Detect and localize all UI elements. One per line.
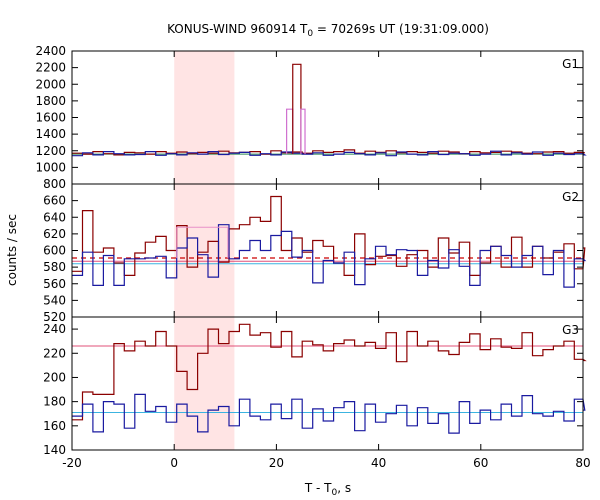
panel-g3: 140 160 180 200 220 240 G3: [43, 316, 587, 457]
chart-title-sub: 0: [307, 29, 313, 39]
panel-label: G3: [562, 323, 579, 337]
x-tick-label: 20: [269, 456, 284, 470]
panel-g1: 800 1000 1200 1400 1600 1800 2000 2200 2400 G1: [35, 44, 587, 191]
series-upper-line: [72, 149, 585, 156]
y-tick-label: 140: [43, 443, 66, 457]
y-tick-label: 580: [43, 260, 66, 274]
y-tick-label: 540: [43, 293, 66, 307]
y-tick-label: 1400: [35, 127, 66, 141]
highlight-band: [174, 317, 235, 450]
y-tick-label: 220: [43, 346, 66, 360]
y-tick-label: 200: [43, 370, 66, 384]
y-tick-label: 520: [43, 310, 66, 324]
y-tick-label: 240: [43, 322, 66, 336]
x-tick-label: 60: [473, 456, 488, 470]
y-tick-label: 2400: [35, 44, 66, 58]
highlight-band: [174, 51, 235, 184]
x-axis-label-suffix: , s: [337, 481, 351, 495]
chart-title-suffix: = 70269s UT (19:31:09.000): [313, 22, 489, 36]
x-tick-label: 40: [371, 456, 386, 470]
y-tick-label: 620: [43, 227, 66, 241]
burst-box: [176, 226, 229, 258]
burst-bin: [300, 108, 306, 155]
y-tick-label: 660: [43, 194, 66, 208]
y-tick-label: 2000: [35, 77, 66, 91]
y-tick-label: 1200: [35, 144, 66, 158]
y-tick-label: 180: [43, 395, 66, 409]
y-tick-label: 1000: [35, 160, 66, 174]
series-lower-line: [72, 150, 587, 157]
panel-frame: [71, 316, 584, 451]
y-tick-label: 600: [43, 244, 66, 258]
series-lower-line: [72, 393, 586, 434]
burst-bin: [292, 63, 302, 155]
panel-g2: 520 540 560 580 600 620 640 660 G2: [43, 183, 587, 324]
y-tick-label: 1800: [35, 94, 66, 108]
x-axis-label-prefix: T - T: [304, 481, 332, 495]
x-tick-label: 0: [170, 456, 178, 470]
x-tick-label: 80: [575, 456, 590, 470]
y-tick-label: 640: [43, 210, 66, 224]
y-axis-label: counts / sec: [5, 214, 19, 286]
panel-label: G1: [562, 57, 579, 71]
highlight-band: [174, 184, 235, 317]
y-tick-label: 1600: [35, 111, 66, 125]
y-tick-label: 2200: [35, 61, 66, 75]
chart-title-prefix: KONUS-WIND 960914 T: [167, 22, 308, 36]
x-tick-label: -20: [62, 456, 82, 470]
chart-title: KONUS-WIND 960914 T0 = 70269s UT (19:31:…: [167, 22, 489, 39]
x-axis-label: T - T0, s: [304, 481, 351, 498]
series-lower-line: [72, 224, 587, 288]
y-tick-label: 160: [43, 419, 66, 433]
panel-label: G2: [562, 190, 579, 204]
series-upper-line: [72, 195, 586, 276]
y-tick-label: 800: [43, 177, 66, 191]
panel-frame: [71, 50, 584, 185]
series-upper-line: [72, 323, 587, 421]
burst-bin: [286, 108, 294, 155]
x-axis-label-sub: 0: [332, 488, 338, 498]
panels-layer: 80010001200140016001800200022002400G1520…: [35, 44, 590, 470]
panel-frame: [71, 183, 584, 318]
y-tick-label: 560: [43, 277, 66, 291]
